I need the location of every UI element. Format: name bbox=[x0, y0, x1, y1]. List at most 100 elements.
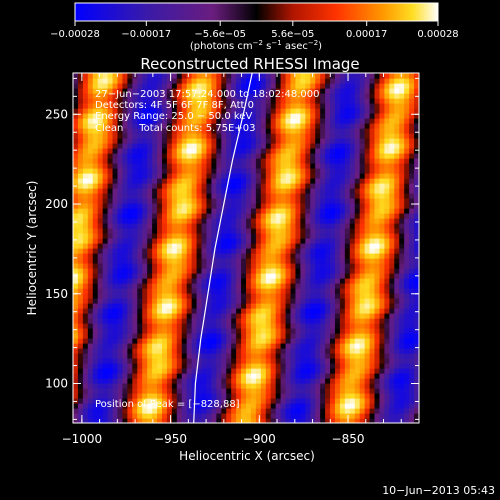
heatmap-cell bbox=[384, 298, 390, 304]
heatmap-cell bbox=[334, 238, 341, 244]
heatmap-cell bbox=[275, 88, 282, 94]
heatmap-cell bbox=[201, 78, 208, 84]
heatmap-cell bbox=[241, 388, 247, 394]
heatmap-cell bbox=[201, 293, 208, 299]
heatmap-cell bbox=[255, 218, 262, 224]
heatmap-cell bbox=[300, 408, 306, 414]
heatmap-cell bbox=[102, 173, 109, 179]
heatmap-cell bbox=[334, 253, 341, 259]
heatmap-cell bbox=[152, 73, 158, 79]
heatmap-cell bbox=[330, 358, 336, 364]
heatmap-cell bbox=[77, 138, 84, 144]
heatmap-cell bbox=[216, 78, 222, 84]
heatmap-cell bbox=[250, 413, 257, 419]
heatmap-cell bbox=[260, 178, 267, 184]
heatmap-cell bbox=[295, 303, 301, 309]
heatmap-cell bbox=[206, 258, 212, 264]
heatmap-cell bbox=[354, 373, 361, 379]
heatmap-cell bbox=[310, 118, 316, 124]
heatmap-cell bbox=[127, 403, 133, 409]
heatmap-cell bbox=[221, 128, 227, 134]
heatmap-cell bbox=[161, 383, 168, 389]
heatmap-cell bbox=[191, 143, 198, 149]
heatmap-cell bbox=[201, 133, 208, 139]
heatmap-cell bbox=[320, 258, 326, 264]
heatmap-cell bbox=[191, 168, 198, 174]
heatmap-cell bbox=[330, 88, 336, 94]
heatmap-cell bbox=[87, 283, 94, 289]
heatmap-cell bbox=[379, 413, 385, 419]
heatmap-cell bbox=[82, 178, 89, 184]
heatmap-cell bbox=[201, 188, 208, 194]
heatmap-cell bbox=[231, 273, 237, 279]
heatmap-cell bbox=[305, 388, 311, 394]
heatmap-cell bbox=[339, 158, 346, 164]
heatmap-cell bbox=[87, 328, 94, 334]
heatmap-cell bbox=[275, 393, 282, 399]
heatmap-cell bbox=[127, 273, 133, 279]
heatmap-cell bbox=[404, 418, 410, 423]
heatmap-cell bbox=[250, 353, 257, 359]
heatmap-cell bbox=[87, 388, 94, 394]
heatmap-cell bbox=[260, 233, 267, 239]
heatmap-cell bbox=[255, 108, 262, 114]
heatmap-cell bbox=[260, 413, 267, 419]
heatmap-cell bbox=[186, 193, 193, 199]
heatmap-cell bbox=[77, 133, 84, 139]
heatmap-cell bbox=[112, 253, 119, 259]
heatmap-cell bbox=[77, 283, 84, 289]
heatmap-cell bbox=[330, 348, 336, 354]
heatmap-cell bbox=[250, 203, 257, 209]
heatmap-cell bbox=[354, 243, 361, 249]
heatmap-cell bbox=[364, 328, 371, 334]
heatmap-cell bbox=[334, 303, 341, 309]
heatmap-cell bbox=[122, 133, 128, 139]
heatmap-cell bbox=[196, 328, 203, 334]
heatmap-cell bbox=[384, 143, 390, 149]
heatmap-cell bbox=[285, 173, 292, 179]
heatmap-cell bbox=[354, 348, 361, 354]
heatmap-cell bbox=[166, 143, 173, 149]
heatmap-cell bbox=[152, 298, 158, 304]
heatmap-cell bbox=[142, 398, 148, 404]
heatmap-cell bbox=[275, 338, 282, 344]
heatmap-cell bbox=[409, 348, 415, 354]
heatmap-cell bbox=[132, 203, 138, 209]
heatmap-cell bbox=[320, 368, 326, 374]
heatmap-cell bbox=[216, 83, 222, 89]
heatmap-cell bbox=[137, 418, 143, 423]
heatmap-cell bbox=[369, 398, 376, 404]
heatmap-cell bbox=[339, 353, 346, 359]
heatmap-cell bbox=[394, 283, 400, 289]
heatmap-cell bbox=[196, 178, 203, 184]
heatmap-cell bbox=[320, 308, 326, 314]
heatmap-cell bbox=[147, 398, 153, 404]
heatmap-cell bbox=[384, 238, 390, 244]
heatmap-cell bbox=[117, 393, 124, 399]
heatmap-cell bbox=[241, 278, 247, 284]
heatmap-cell bbox=[265, 348, 272, 354]
heatmap-cell bbox=[394, 88, 400, 94]
heatmap-cell bbox=[236, 93, 242, 99]
heatmap-cell bbox=[260, 273, 267, 279]
heatmap-cell bbox=[216, 138, 222, 144]
heatmap-cell bbox=[147, 143, 153, 149]
heatmap-cell bbox=[132, 313, 138, 319]
heatmap-cell bbox=[127, 78, 133, 84]
heatmap-cell bbox=[82, 293, 89, 299]
heatmap-cell bbox=[107, 393, 114, 399]
heatmap-cell bbox=[186, 273, 193, 279]
heatmap-cell bbox=[127, 318, 133, 324]
heatmap-cell bbox=[181, 303, 188, 309]
heatmap-cell bbox=[246, 198, 252, 204]
heatmap-cell bbox=[369, 388, 376, 394]
heatmap-cell bbox=[325, 303, 331, 309]
heatmap-cell bbox=[152, 313, 158, 319]
heatmap-cell bbox=[171, 373, 178, 379]
heatmap-cell bbox=[216, 203, 222, 209]
heatmap-cell bbox=[379, 288, 385, 294]
heatmap-cell bbox=[97, 363, 104, 369]
heatmap-cell bbox=[315, 118, 321, 124]
heatmap-cell bbox=[409, 363, 415, 369]
heatmap-cell bbox=[171, 138, 178, 144]
